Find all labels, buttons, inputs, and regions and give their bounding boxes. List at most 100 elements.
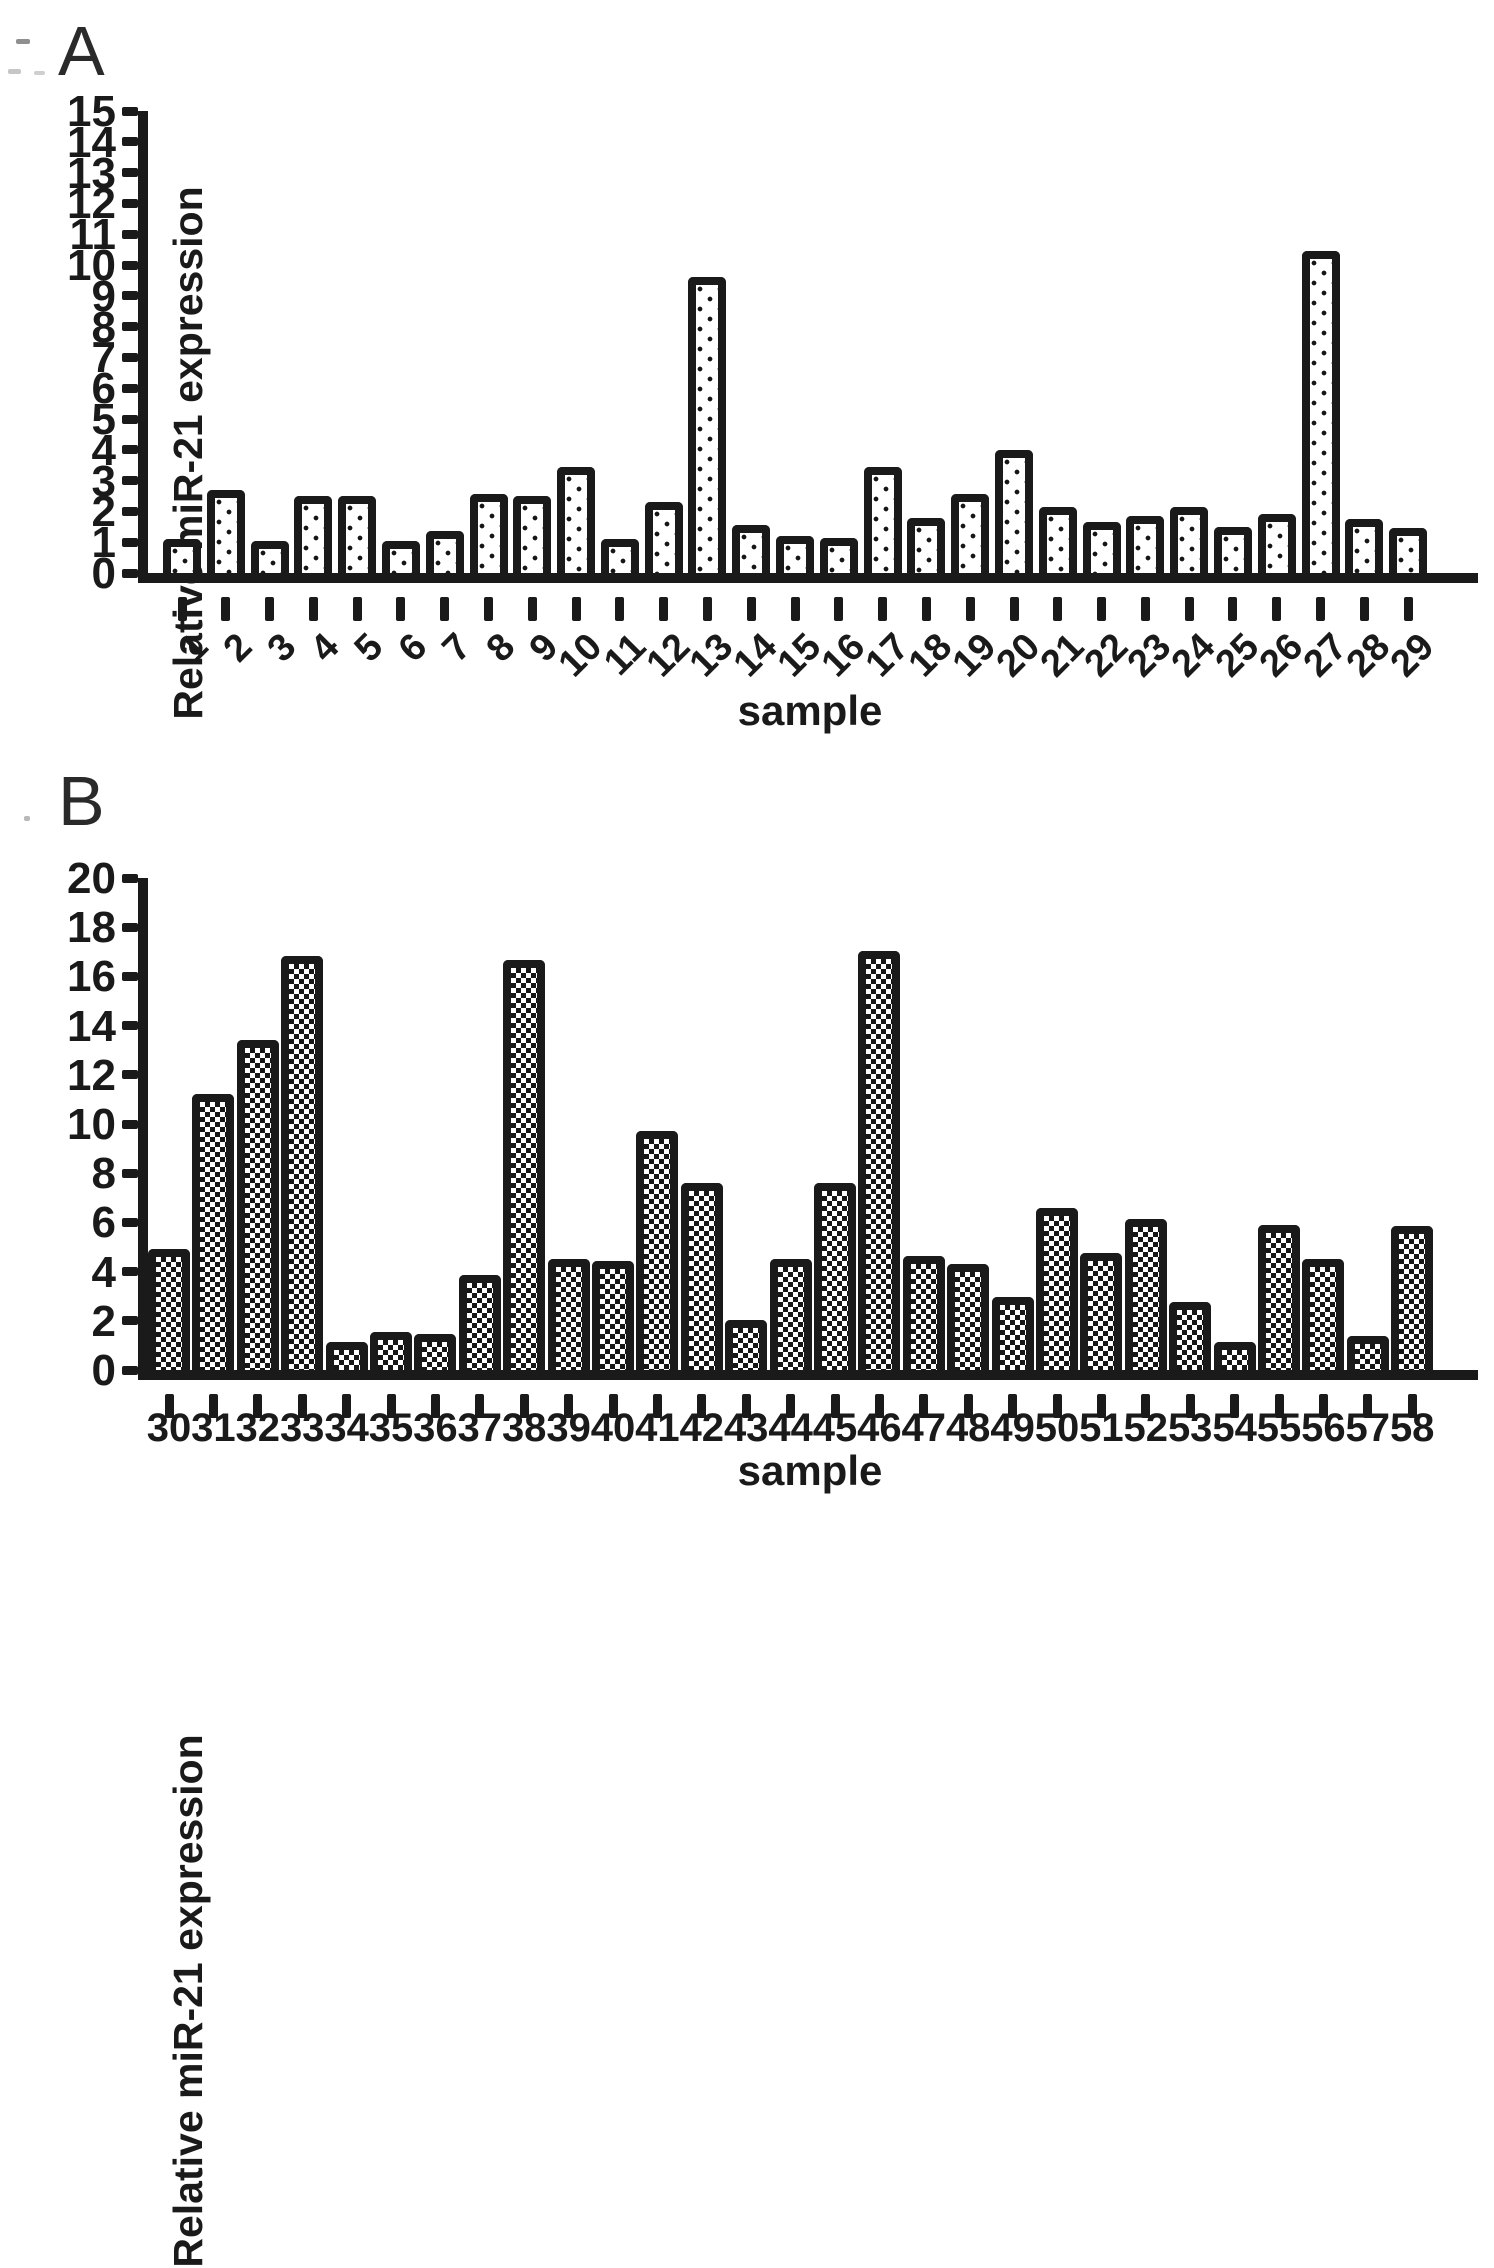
panel-a-x-tick-label-6: 6: [390, 625, 436, 671]
panel-b-bar-sample-35: [370, 1331, 412, 1370]
panel-a-bar-sample-6: [381, 540, 420, 573]
panel-a-y-tick-6: [122, 383, 138, 393]
panel-b-y-tick-4: [122, 1267, 138, 1277]
panel-b-x-tick-35: [386, 1394, 396, 1418]
panel-b-bar-sample-45: [814, 1183, 856, 1370]
panel-a-x-tick-27: [1316, 597, 1326, 621]
panel-a-bar-sample-5: [338, 496, 377, 573]
panel-a-bar-sample-12: [644, 502, 683, 573]
panel-a-x-tick-label-7: 7: [434, 625, 480, 671]
panel-b-x-tick-49: [1008, 1394, 1018, 1418]
panel-b-bar-sample-55: [1258, 1224, 1300, 1370]
panel-b-x-tick-55: [1274, 1394, 1284, 1418]
panel-b-bar-sample-46: [858, 950, 901, 1370]
panel-a-bar-sample-27: [1301, 251, 1340, 573]
panel-a-x-tick-10: [571, 597, 581, 621]
panel-b-x-tick-40: [608, 1394, 618, 1418]
panel-b-y-tick-label-12: 12: [67, 1050, 116, 1100]
panel-a-bar-sample-7: [425, 531, 464, 573]
panel-b-bar-sample-32: [236, 1040, 279, 1370]
panel-a-x-tick-label-29: 29: [1382, 625, 1443, 686]
panel-a-y-tick-label-14: 14: [67, 117, 116, 167]
panel-a-x-tick-label-8: 8: [478, 625, 523, 671]
panel-b-x-tick-label-41: 41: [635, 1406, 680, 1450]
panel-a-y-tick-3: [122, 476, 138, 486]
panel-b-x-tick-51: [1096, 1394, 1106, 1418]
panel-a-bar-sample-21: [1038, 506, 1077, 573]
panel-b-x-tick-label-34: 34: [324, 1406, 369, 1450]
panel-b-bar-sample-36: [414, 1334, 457, 1370]
panel-b-x-tick-label-52: 52: [1123, 1406, 1169, 1450]
panel-a-y-tick-label-3: 3: [91, 456, 116, 506]
panel-b-bar-sample-49: [991, 1297, 1034, 1370]
panel-b-bar-sample-33: [281, 955, 324, 1370]
panel-b-bar-sample-38: [503, 960, 546, 1370]
panel-b-x-tick-50: [1052, 1394, 1062, 1418]
panel-a-x-tick-5: [352, 597, 362, 621]
panel-a-bar-sample-23: [1126, 516, 1165, 573]
panel-b-x-tick-label-49: 49: [990, 1406, 1035, 1450]
panel-b-x-tick-label-35: 35: [368, 1406, 414, 1450]
panel-a-x-tick-21: [1053, 597, 1063, 621]
panel-b-bar-sample-39: [547, 1259, 590, 1370]
panel-b-x-tick-label-53: 53: [1167, 1406, 1213, 1450]
panel-b-x-tick-label-50: 50: [1034, 1406, 1080, 1450]
panel-a-bar-sample-3: [250, 540, 289, 573]
panel-b-bar-sample-52: [1124, 1218, 1167, 1370]
panel-a-x-tick-19: [965, 597, 975, 621]
panel-a-x-tick-26: [1272, 597, 1282, 621]
panel-a-x-tick-20: [1009, 597, 1019, 621]
panel-b-x-tick-label-30: 30: [146, 1406, 192, 1450]
panel-a-y-tick-14: [122, 137, 138, 147]
panel-a-y-tick-label-12: 12: [67, 179, 116, 229]
scan-artifact-dash: [34, 71, 45, 75]
panel-a-bar-sample-2: [206, 489, 245, 573]
panel-b-bar-sample-50: [1036, 1207, 1078, 1370]
panel-a-bar-sample-20: [995, 449, 1033, 573]
panel-b-bar-sample-42: [680, 1183, 723, 1370]
panel-b-x-tick-58: [1407, 1394, 1417, 1418]
panel-a-y-tick-1: [122, 537, 138, 547]
panel-b-bar-sample-58: [1391, 1226, 1434, 1370]
panel-b-bar-sample-56: [1302, 1259, 1345, 1370]
panel-a-x-tick-18: [921, 597, 931, 621]
panel-b-x-tick-label-32: 32: [235, 1406, 281, 1450]
panel-a-x-tick-3: [265, 597, 275, 621]
panel-a-x-tick-1: [177, 597, 187, 621]
panel-b-y-axis-title: Relative miR-21 expression: [164, 1734, 211, 2268]
panel-b-bar-sample-48: [947, 1264, 990, 1370]
panel-b-bar-sample-53: [1169, 1302, 1212, 1370]
panel-b-x-tick-label-31: 31: [191, 1406, 236, 1450]
panel-b-y-tick-label-10: 10: [67, 1100, 116, 1149]
panel-b-x-tick-label-44: 44: [768, 1406, 813, 1450]
panel-a-label: A: [58, 12, 105, 90]
panel-b-bar-sample-37: [458, 1275, 501, 1370]
panel-b-bar-sample-43: [725, 1319, 768, 1370]
panel-b-bar-sample-31: [192, 1094, 235, 1370]
panel-b-x-tick-label-40: 40: [590, 1406, 636, 1450]
panel-b-plot-area: Relative miR-21 expression 0 2 4 6 8 10 12 14 16…: [67, 857, 1478, 2268]
panel-b-y-tick-label-6: 6: [91, 1198, 116, 1248]
panel-b-x-tick-41: [652, 1394, 662, 1418]
panel-b-x-tick-label-46: 46: [857, 1406, 902, 1450]
panel-b-x-tick-label-33: 33: [279, 1406, 325, 1450]
panel-a-y-tick-7: [122, 352, 138, 362]
panel-b-bar-sample-54: [1213, 1341, 1256, 1370]
panel-a-bar-sample-9: [513, 496, 552, 573]
panel-b-x-tick-45: [830, 1394, 840, 1418]
panel-b-x-tick-54: [1230, 1394, 1240, 1418]
panel-b-x-tick-label-43: 43: [723, 1406, 769, 1450]
panel-b-x-tick-32: [253, 1394, 263, 1418]
panel-a-bar-sample-8: [469, 494, 508, 573]
panel-a-x-tick-14: [746, 597, 756, 621]
panel-a-y-tick-label-9: 9: [91, 271, 116, 321]
panel-b-x-tick-57: [1363, 1394, 1373, 1418]
panel-a-y-tick-label-0: 0: [91, 549, 116, 598]
panel-b-bar-sample-44: [769, 1259, 812, 1370]
panel-a-bar-sample-19: [951, 494, 990, 573]
panel-a-x-tick-6: [396, 597, 406, 621]
panel-a-x-axis-title: sample: [737, 687, 883, 734]
panel-a-y-tick-12: [122, 198, 138, 208]
panel-a-bar-sample-28: [1345, 519, 1384, 573]
panel-a-x-tick-label-4: 4: [302, 625, 348, 671]
